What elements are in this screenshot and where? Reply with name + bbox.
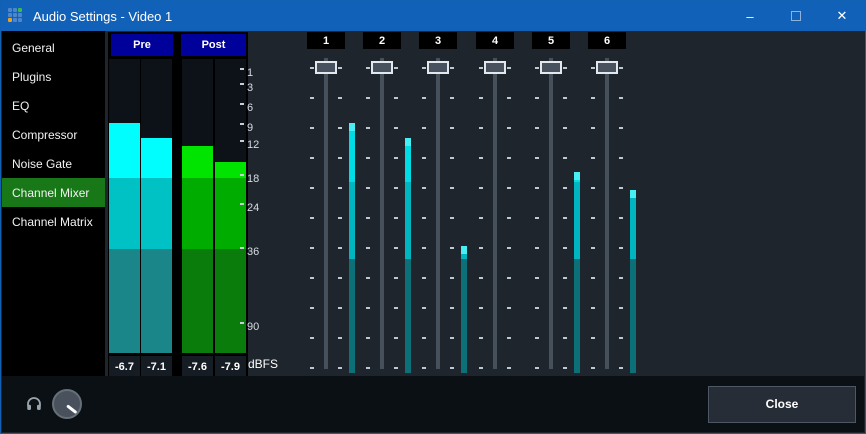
channel-1-level-meter <box>349 59 355 373</box>
sidebar-item-channel-mixer[interactable]: Channel Mixer <box>2 178 105 207</box>
pre-left-db-readout: -6.7 <box>109 356 140 378</box>
post-meter-left <box>182 59 213 353</box>
scale-tick: 36 <box>240 246 259 259</box>
channel-3-label: 3 <box>419 32 457 49</box>
sidebar-item-compressor[interactable]: Compressor <box>12 127 78 142</box>
sidebar-item-eq[interactable]: EQ <box>12 98 30 113</box>
channel-4-level-meter <box>518 59 524 373</box>
channel-5-label: 5 <box>532 32 570 49</box>
channel-3-fader-track[interactable] <box>436 58 440 369</box>
window-title: Audio Settings - Video 1 <box>33 8 173 24</box>
sidebar-item-plugins[interactable]: Plugins <box>12 69 52 84</box>
close-icon: ✕ <box>836 8 848 23</box>
scale-tick: 6 <box>240 102 253 115</box>
channel-2-fader-handle[interactable] <box>371 61 393 74</box>
channel-4-label: 4 <box>476 32 514 49</box>
sidebar-item-general[interactable]: General <box>12 40 55 55</box>
scale-tick: 12 <box>240 139 259 152</box>
pre-meter-left <box>109 59 140 353</box>
scale-tick: 90 <box>240 321 259 334</box>
channel-5-fader-track[interactable] <box>549 58 553 369</box>
scale-tick: 24 <box>240 202 259 215</box>
headphones-volume-knob[interactable] <box>52 389 82 419</box>
knob-pointer <box>66 404 78 415</box>
close-button[interactable]: Close <box>708 385 856 423</box>
channel-6-label: 6 <box>588 32 626 49</box>
channel-2-fader-track[interactable] <box>380 58 384 369</box>
prepost-meter-panel: Pre Post -6.7 -7.1 -7.6 -7.9 <box>108 32 248 378</box>
channel-4-fader-handle[interactable] <box>484 61 506 74</box>
minimize-icon: – <box>746 8 754 24</box>
titlebar[interactable]: Audio Settings - Video 1 – ✕ <box>1 1 865 31</box>
dbfs-unit-label: dBFS <box>248 357 279 371</box>
close-window-button[interactable]: ✕ <box>819 1 865 31</box>
window-controls: – ✕ <box>727 1 865 31</box>
maximize-button[interactable] <box>773 1 819 31</box>
headphones-icon[interactable] <box>25 395 43 413</box>
scale-tick: 1 <box>240 67 253 80</box>
db-scale: 1 3 6 9 12 18 24 36 90 dBFS <box>240 31 296 378</box>
pre-meter-label: Pre <box>111 34 173 56</box>
minimize-button[interactable]: – <box>727 1 773 31</box>
channel-1-label: 1 <box>307 32 345 49</box>
sidebar-item-channel-matrix[interactable]: Channel Matrix <box>12 214 93 229</box>
settings-sidebar: General Plugins EQ Compressor Noise Gate… <box>2 31 105 432</box>
maximize-icon <box>791 11 801 21</box>
channel-strip-2: 2 <box>354 31 411 378</box>
channel-strip-6: 6 <box>579 31 636 378</box>
app-icon <box>8 8 24 24</box>
channel-5-level-meter <box>574 59 580 373</box>
channel-2-level-meter <box>405 59 411 373</box>
channel-2-label: 2 <box>363 32 401 49</box>
scale-tick: 3 <box>240 82 253 95</box>
sidebar-item-noise-gate[interactable]: Noise Gate <box>12 156 73 171</box>
channel-6-level-meter <box>630 59 636 373</box>
pre-meter-right <box>141 59 172 353</box>
channel-6-fader-handle[interactable] <box>596 61 618 74</box>
channel-6-fader-track[interactable] <box>605 58 609 369</box>
scale-tick: 18 <box>240 173 259 186</box>
post-meter-label: Post <box>181 34 246 56</box>
channel-3-fader-handle[interactable] <box>427 61 449 74</box>
scale-tick: 9 <box>240 122 253 135</box>
channel-strip-5: 5 <box>523 31 580 378</box>
channel-strip-3: 3 <box>410 31 467 378</box>
channel-3-level-meter <box>461 59 467 373</box>
footer-bar: Close <box>2 376 864 432</box>
post-left-db-readout: -7.6 <box>182 356 213 378</box>
pre-right-db-readout: -7.1 <box>141 356 172 378</box>
channel-1-fader-handle[interactable] <box>315 61 337 74</box>
channel-4-fader-track[interactable] <box>493 58 497 369</box>
channel-strip-4: 4 <box>467 31 524 378</box>
post-right-db-readout: -7.9 <box>215 356 246 378</box>
channel-strip-1: 1 <box>298 31 355 378</box>
channel-5-fader-handle[interactable] <box>540 61 562 74</box>
channel-1-fader-track[interactable] <box>324 58 328 369</box>
